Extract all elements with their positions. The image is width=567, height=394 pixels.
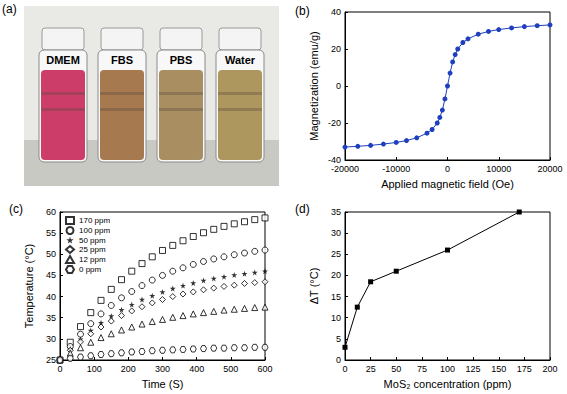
svg-text:0: 0 [336,81,341,91]
svg-text:125: 125 [466,364,481,374]
svg-text:-20000: -20000 [331,164,359,174]
svg-text:100 ppm: 100 ppm [79,226,110,235]
svg-text:20: 20 [331,44,341,54]
svg-text:400: 400 [189,364,204,374]
svg-text:Time (S): Time (S) [142,378,184,390]
svg-text:-10000: -10000 [382,164,410,174]
svg-text:300: 300 [155,364,170,374]
svg-text:15: 15 [331,292,341,302]
svg-text:10: 10 [331,313,341,323]
svg-text:200: 200 [542,364,557,374]
svg-text:0: 0 [342,364,347,374]
svg-text:Magnetization (emu/g): Magnetization (emu/g) [308,31,320,140]
svg-text:MoS₂ concentration (ppm): MoS₂ concentration (ppm) [384,378,512,390]
svg-text:50 ppm: 50 ppm [79,236,106,245]
svg-text:30: 30 [46,334,56,344]
svg-text:0: 0 [57,364,62,374]
svg-text:175: 175 [517,364,532,374]
svg-text:Water: Water [225,54,256,66]
svg-text:0: 0 [445,164,450,174]
svg-text:100: 100 [440,364,455,374]
svg-text:5: 5 [336,334,341,344]
svg-text:(a): (a) [2,2,17,16]
svg-text:0: 0 [336,355,341,365]
svg-text:0 ppm: 0 ppm [79,265,102,274]
svg-text:35: 35 [46,313,56,323]
svg-text:FBS: FBS [111,54,133,66]
svg-text:(b): (b) [295,4,310,18]
svg-text:75: 75 [417,364,427,374]
svg-text:35: 35 [331,207,341,217]
svg-text:30: 30 [331,228,341,238]
svg-text:100: 100 [87,364,102,374]
svg-text:-40: -40 [328,155,341,165]
svg-text:25 ppm: 25 ppm [79,245,106,254]
svg-text:DMEM: DMEM [46,54,80,66]
svg-text:20000: 20000 [537,164,562,174]
svg-text:40: 40 [331,7,341,17]
svg-text:25: 25 [366,364,376,374]
svg-text:60: 60 [46,207,56,217]
svg-text:40: 40 [46,292,56,302]
svg-text:170 ppm: 170 ppm [79,216,110,225]
svg-text:10000: 10000 [486,164,511,174]
svg-text:200: 200 [121,364,136,374]
svg-text:45: 45 [46,270,56,280]
svg-text:50: 50 [46,249,56,259]
svg-text:12 ppm: 12 ppm [79,255,106,264]
svg-text:Applied magnetic field (Oe): Applied magnetic field (Oe) [381,178,514,190]
svg-text:150: 150 [491,364,506,374]
svg-text:ΔT (°C): ΔT (°C) [308,268,320,305]
svg-text:25: 25 [46,355,56,365]
svg-text:Temperature (°C): Temperature (°C) [23,244,35,328]
svg-text:PBS: PBS [170,54,193,66]
svg-text:25: 25 [331,249,341,259]
svg-text:55: 55 [46,228,56,238]
svg-text:-20: -20 [328,118,341,128]
svg-text:20: 20 [331,270,341,280]
svg-text:500: 500 [223,364,238,374]
svg-text:(c): (c) [9,202,23,216]
svg-text:50: 50 [391,364,401,374]
svg-text:(d): (d) [295,202,310,216]
svg-text:600: 600 [257,364,272,374]
